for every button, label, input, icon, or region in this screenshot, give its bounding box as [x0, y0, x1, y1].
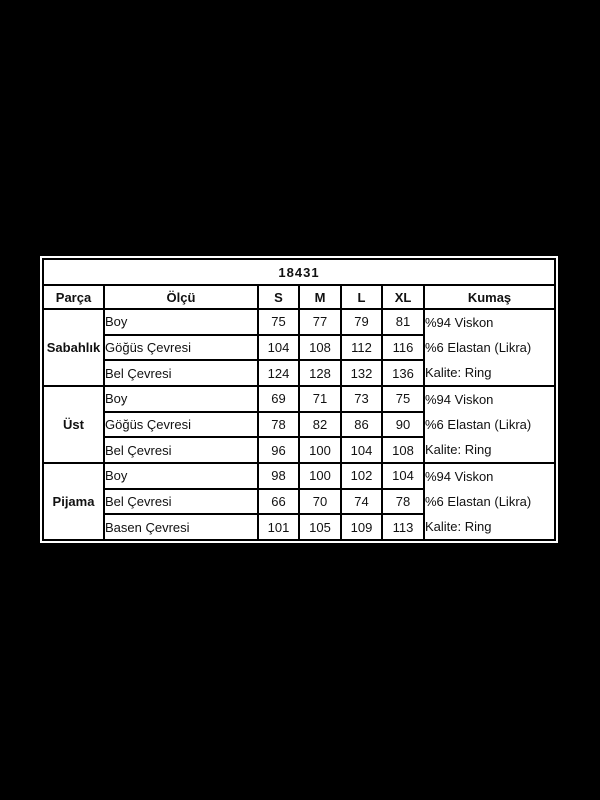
size-value: 104	[381, 462, 425, 490]
table-row: Üst Boy 69 71 73 75 %94 Viskon %6 Elasta…	[42, 385, 556, 464]
group-label-ust: Üst	[42, 385, 105, 464]
measure-label: Göğüs Çevresi	[103, 333, 259, 362]
fabric-line: %94 Viskon	[425, 469, 494, 484]
size-value: 128	[298, 359, 342, 387]
size-value: 77	[298, 308, 342, 336]
measure-label: Göğüs Çevresi	[103, 410, 259, 439]
measure-label: Basen Çevresi	[103, 513, 259, 541]
fabric-info-pijama: %94 Viskon %6 Elastan (Likra) Kalite: Ri…	[423, 462, 556, 541]
size-value: 73	[340, 385, 383, 413]
size-value: 109	[340, 513, 383, 541]
size-value: 75	[381, 385, 425, 413]
size-value: 86	[340, 410, 383, 439]
col-header-size-xl: XL	[381, 284, 425, 310]
size-value: 100	[298, 462, 342, 490]
product-code: 18431	[42, 258, 556, 286]
col-header-olcu: Ölçü	[103, 284, 259, 310]
size-value: 100	[298, 436, 342, 464]
fabric-line: Kalite: Ring	[425, 442, 492, 457]
size-value: 71	[298, 385, 342, 413]
fabric-line: %6 Elastan (Likra)	[425, 417, 532, 432]
fabric-line: %94 Viskon	[425, 392, 494, 407]
title-row: 18431	[42, 258, 556, 286]
measure-label: Boy	[103, 462, 259, 490]
size-value: 75	[257, 308, 300, 336]
size-value: 136	[381, 359, 425, 387]
col-header-size-m: M	[298, 284, 342, 310]
table-row: Bel Çevresi 124 128 132 136	[43, 359, 555, 387]
measure-label: Bel Çevresi	[103, 359, 259, 387]
fabric-line: %6 Elastan (Likra)	[425, 494, 532, 509]
col-header-kumas: Kumaş	[423, 284, 556, 310]
fabric-line: Kalite: Ring	[425, 519, 492, 534]
size-value: 101	[257, 513, 300, 541]
table-row: Sabahlık Boy 75 77 79 81 %94 Viskon %6 E…	[42, 308, 556, 387]
measure-label: Bel Çevresi	[103, 436, 259, 464]
table-row: Basen Çevresi 101 105 109 113	[43, 513, 555, 541]
size-chart-table: 18431 Parça Ölçü S M L XL Kumaş Sabahlık…	[42, 258, 556, 541]
size-value: 113	[381, 513, 425, 541]
size-value: 108	[381, 436, 425, 464]
size-value: 102	[340, 462, 383, 490]
size-value: 69	[257, 385, 300, 413]
measure-label: Bel Çevresi	[103, 487, 259, 516]
col-header-parca: Parça	[42, 284, 105, 310]
measure-label: Boy	[103, 308, 259, 336]
table-row: Bel Çevresi 96 100 104 108	[43, 436, 555, 464]
fabric-line: Kalite: Ring	[425, 365, 492, 380]
size-value: 82	[298, 410, 342, 439]
size-value: 66	[257, 487, 300, 516]
size-value: 74	[340, 487, 383, 516]
size-value: 78	[257, 410, 300, 439]
table-row: Pijama Boy 98 100 102 104 %94 Viskon %6 …	[42, 462, 556, 541]
fabric-line: %94 Viskon	[425, 315, 494, 330]
col-header-size-l: L	[340, 284, 383, 310]
size-value: 112	[340, 333, 383, 362]
table-row: Bel Çevresi 66 70 74 78	[43, 487, 555, 516]
size-value: 132	[340, 359, 383, 387]
fabric-info-sabahlik: %94 Viskon %6 Elastan (Likra) Kalite: Ri…	[423, 308, 556, 387]
fabric-line: %6 Elastan (Likra)	[425, 340, 532, 355]
col-header-size-s: S	[257, 284, 300, 310]
size-value: 70	[298, 487, 342, 516]
size-value: 104	[257, 333, 300, 362]
size-value: 81	[381, 308, 425, 336]
size-value: 124	[257, 359, 300, 387]
measure-label: Boy	[103, 385, 259, 413]
size-chart-frame: 18431 Parça Ölçü S M L XL Kumaş Sabahlık…	[40, 256, 558, 543]
size-value: 79	[340, 308, 383, 336]
column-header-row: Parça Ölçü S M L XL Kumaş	[42, 284, 556, 310]
group-label-pijama: Pijama	[42, 462, 105, 541]
size-value: 116	[381, 333, 425, 362]
size-value: 96	[257, 436, 300, 464]
size-value: 108	[298, 333, 342, 362]
size-value: 104	[340, 436, 383, 464]
size-value: 105	[298, 513, 342, 541]
table-row: Göğüs Çevresi 78 82 86 90	[43, 410, 555, 439]
group-label-sabahlik: Sabahlık	[42, 308, 105, 387]
size-value: 98	[257, 462, 300, 490]
size-value: 78	[381, 487, 425, 516]
size-value: 90	[381, 410, 425, 439]
table-row: Göğüs Çevresi 104 108 112 116	[43, 333, 555, 362]
fabric-info-ust: %94 Viskon %6 Elastan (Likra) Kalite: Ri…	[423, 385, 556, 464]
